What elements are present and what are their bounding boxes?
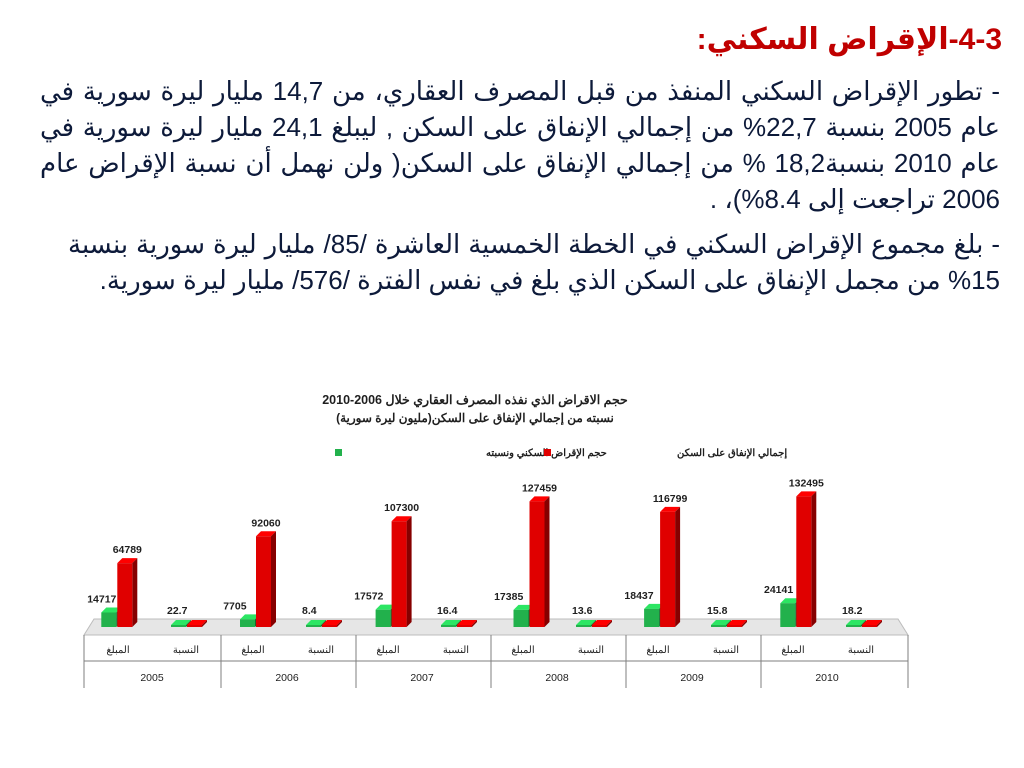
bar-spending-ratio-2006 [322,620,342,627]
data-label-loan-ratio-2005: 22.7 [167,605,188,617]
bar-total-spending-2006 [256,531,276,627]
paragraph-five-year-plan: - بلغ مجموع الإقراض السكني في الخطة الخم… [68,229,1000,295]
tick-label-year-2006: 2006 [275,672,299,684]
data-label-loan-ratio-2006: 8.4 [302,605,317,617]
chart-subtitle: نسبته من إجمالي الإنفاق على السكن(مليون … [336,411,614,426]
data-label-loan-amount-2008: 17385 [494,591,523,603]
bar-spending-ratio-2007 [457,620,477,627]
tick-label-amount-2007: المبلغ [376,645,399,656]
tick-label-amount-2006: المبلغ [241,645,264,656]
category-labels: المبلغ النسبة 2005 المبلغ النسبة 2006 المبلغ ال… [106,645,874,684]
data-label-loan-ratio-2009: 15.8 [707,605,728,617]
tick-label-ratio-2007: النسبة [443,645,469,656]
data-label-loan-amount-2005: 14717 [87,593,116,605]
tick-label-ratio-2005: النسبة [173,645,199,656]
bar-total-spending-2009 [660,506,681,627]
tick-label-amount-2005: المبلغ [106,645,129,656]
tick-label-year-2007: 2007 [410,672,434,684]
bar-spending-ratio-2008 [592,620,612,627]
bar-total-spending-2007 [391,516,412,627]
data-label-loan-amount-2010: 24141 [764,584,793,596]
data-label-loan-ratio-2010: 18.2 [842,605,863,617]
bar-spending-ratio-2010 [862,620,882,627]
tick-label-ratio-2010: النسبة [848,645,874,656]
paragraph-housing-loans-growth: - تطور الإقراض السكني المنفذ من قبل المص… [40,76,1000,214]
bar-spending-ratio-2005 [187,620,207,627]
data-label-loan-ratio-2007: 16.4 [437,605,458,617]
data-label-loan-amount-2009: 18437 [624,590,653,602]
bar-total-spending-2005 [117,558,138,627]
chart-floor [83,618,909,636]
legend-label-spending: إجمالي الإنفاق على السكن [677,448,787,459]
tick-label-amount-2008: المبلغ [511,645,534,656]
bar-total-spending-2008 [529,496,550,627]
data-label-total-spending-2009: 116799 [653,493,688,505]
tick-label-year-2009: 2009 [680,672,704,684]
tick-label-amount-2010: المبلغ [781,645,804,656]
data-label-loan-amount-2007: 17572 [354,591,383,603]
data-label-loan-ratio-2008: 13.6 [572,605,593,617]
data-label-total-spending-2010: 132495 [789,477,824,489]
section-heading: 4-3-الإقراض السكني: [696,23,1002,56]
tick-label-ratio-2008: النسبة [578,645,604,656]
tick-label-ratio-2006: النسبة [308,645,334,656]
category-table [83,635,909,688]
tick-label-amount-2009: المبلغ [646,645,669,656]
tick-label-year-2008: 2008 [545,672,569,684]
chart-title: حجم الاقراض الذي نفذه المصرف العقاري خلا… [322,393,628,408]
plot-area: 14717 64789 22.7 7705 92060 8.4 17572 107300 16.… [87,477,882,627]
bar-total-spending-2010 [796,491,817,627]
tick-label-ratio-2009: النسبة [713,645,739,656]
data-label-loan-amount-2006: 7705 [223,600,247,612]
data-label-total-spending-2006: 92060 [251,517,280,529]
tick-label-year-2005: 2005 [140,672,164,684]
data-label-total-spending-2007: 107300 [384,502,419,514]
legend-swatch-spending [544,449,551,456]
data-label-total-spending-2005: 64789 [113,544,142,556]
bar-spending-ratio-2009 [727,620,747,627]
legend-swatch-loans [335,449,342,456]
data-label-total-spending-2008: 127459 [522,482,557,494]
tick-label-year-2010: 2010 [815,672,839,684]
housing-loans-chart: حجم الاقراض الذي نفذه المصرف العقاري خلا… [83,393,909,688]
